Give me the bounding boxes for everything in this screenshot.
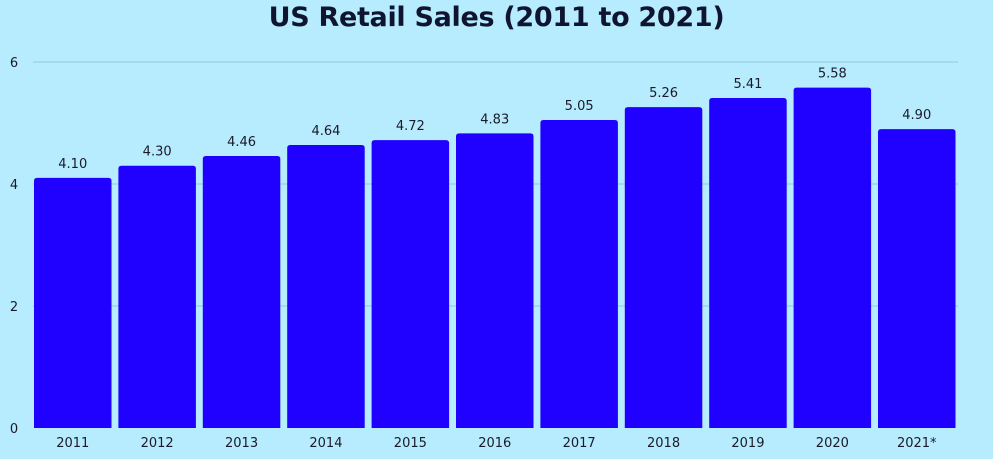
x-tick-label-2017: 2017 bbox=[563, 436, 596, 451]
data-label-2016: 4.83 bbox=[480, 112, 509, 127]
x-tick-label-2019: 2019 bbox=[731, 436, 764, 451]
data-label-2021*: 4.90 bbox=[902, 108, 931, 123]
bar-2020 bbox=[793, 87, 872, 429]
bar-2012 bbox=[118, 165, 196, 428]
chart-title: US Retail Sales (2011 to 2021) bbox=[268, 2, 725, 33]
data-label-2020: 5.58 bbox=[818, 67, 847, 82]
x-tick-label-2014: 2014 bbox=[309, 436, 342, 451]
bar-2017 bbox=[540, 119, 618, 428]
x-tick-label-2013: 2013 bbox=[225, 436, 258, 451]
x-tick-label-2021*: 2021* bbox=[897, 436, 937, 451]
bar-2021* bbox=[878, 129, 956, 428]
x-tick-label-2015: 2015 bbox=[394, 436, 427, 451]
x-tick-label-2020: 2020 bbox=[816, 436, 849, 451]
data-label-2011: 4.10 bbox=[58, 157, 87, 172]
bar-2011 bbox=[34, 177, 112, 428]
data-label-2015: 4.72 bbox=[396, 119, 425, 134]
x-tick-label-2018: 2018 bbox=[647, 436, 680, 451]
x-tick-label-2011: 2011 bbox=[56, 436, 89, 451]
data-label-2012: 4.30 bbox=[143, 145, 172, 160]
bar-2015 bbox=[371, 140, 450, 428]
data-label-2019: 5.41 bbox=[733, 77, 762, 92]
x-tick-label-2016: 2016 bbox=[478, 436, 511, 451]
bar-2019 bbox=[709, 97, 787, 429]
data-label-2014: 4.64 bbox=[311, 124, 340, 139]
bar-2018 bbox=[624, 107, 703, 428]
data-label-2013: 4.46 bbox=[227, 135, 256, 150]
y-tick-label-0: 0 bbox=[10, 422, 18, 437]
bar-2014 bbox=[287, 144, 365, 428]
x-tick-label-2012: 2012 bbox=[141, 436, 174, 451]
bar-2016 bbox=[456, 133, 534, 428]
bar-2013 bbox=[202, 155, 281, 428]
y-tick-label-6: 6 bbox=[10, 56, 18, 71]
data-label-2017: 5.05 bbox=[565, 99, 594, 114]
y-tick-label-2: 2 bbox=[10, 300, 18, 315]
data-label-2018: 5.26 bbox=[649, 86, 678, 101]
y-tick-label-4: 4 bbox=[10, 178, 18, 193]
